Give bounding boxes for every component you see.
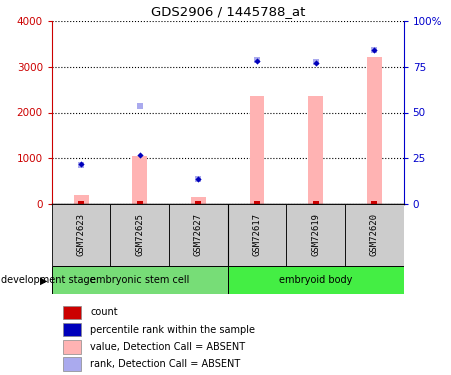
Text: ▶: ▶ — [40, 275, 47, 285]
Bar — [228, 204, 286, 266]
Text: development stage: development stage — [1, 275, 96, 285]
Point — [195, 176, 202, 181]
Text: embryonic stem cell: embryonic stem cell — [90, 275, 189, 285]
Point — [136, 201, 143, 207]
Point — [312, 59, 319, 65]
Point — [371, 47, 378, 53]
Bar — [345, 204, 404, 266]
Bar — [228, 266, 404, 294]
Point — [253, 201, 261, 207]
Text: count: count — [90, 308, 118, 317]
Point — [136, 103, 143, 109]
Text: GSM72619: GSM72619 — [311, 213, 320, 256]
Text: value, Detection Call = ABSENT: value, Detection Call = ABSENT — [90, 342, 245, 352]
Point — [78, 162, 85, 168]
Bar — [191, 198, 206, 204]
Bar — [52, 266, 228, 294]
Point — [78, 201, 85, 207]
Text: GSM72620: GSM72620 — [370, 213, 379, 256]
Text: GSM72627: GSM72627 — [194, 213, 203, 256]
Point — [312, 201, 319, 207]
Bar — [63, 323, 81, 336]
Bar — [63, 306, 81, 319]
Point — [195, 201, 202, 207]
Text: percentile rank within the sample: percentile rank within the sample — [90, 325, 255, 334]
Title: GDS2906 / 1445788_at: GDS2906 / 1445788_at — [151, 5, 305, 18]
Bar — [250, 96, 264, 204]
Point — [253, 57, 261, 63]
Text: rank, Detection Call = ABSENT: rank, Detection Call = ABSENT — [90, 359, 240, 369]
Bar — [367, 57, 382, 204]
Bar — [308, 96, 323, 204]
Point — [78, 161, 85, 167]
Text: embryoid body: embryoid body — [279, 275, 352, 285]
Text: GSM72623: GSM72623 — [77, 213, 86, 256]
Text: GSM72617: GSM72617 — [253, 213, 262, 256]
Bar — [110, 204, 169, 266]
Bar — [74, 195, 88, 204]
Bar — [63, 340, 81, 354]
Bar — [133, 156, 147, 204]
Point — [371, 48, 378, 54]
Point — [371, 201, 378, 207]
Point — [253, 58, 261, 64]
Point — [312, 60, 319, 66]
Bar — [169, 204, 228, 266]
Point — [195, 176, 202, 182]
Bar — [63, 357, 81, 371]
Text: GSM72625: GSM72625 — [135, 213, 144, 256]
Bar — [286, 204, 345, 266]
Point — [136, 152, 143, 158]
Bar — [52, 204, 110, 266]
